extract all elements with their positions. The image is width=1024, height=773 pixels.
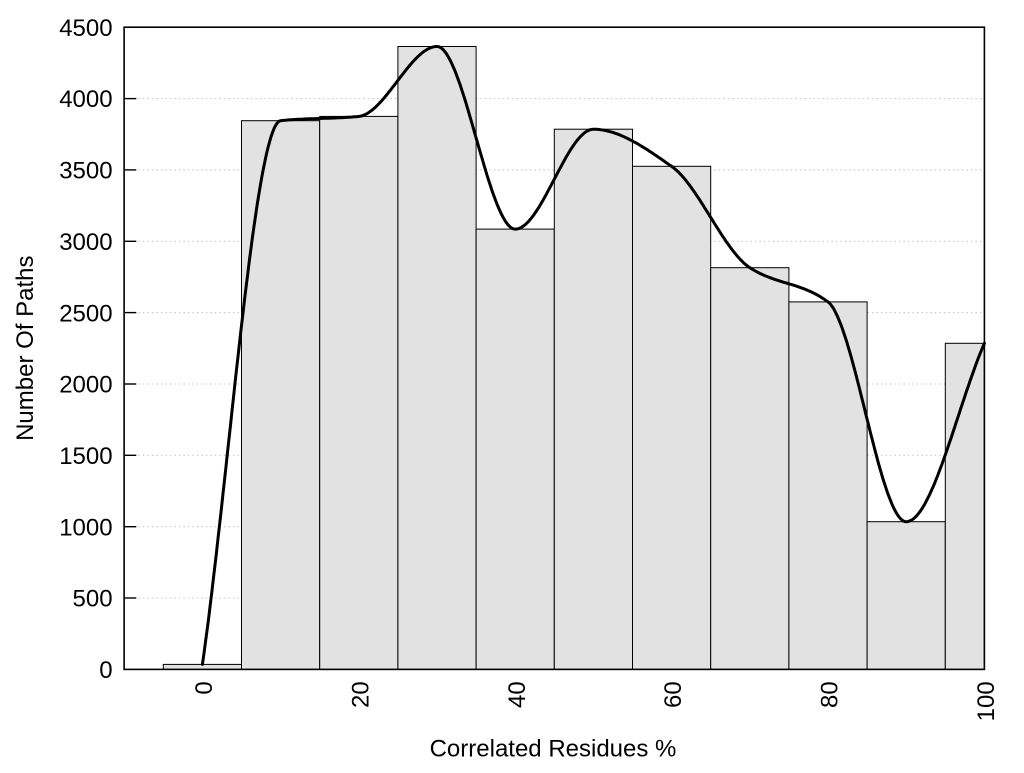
svg-text:60: 60 bbox=[660, 681, 687, 708]
svg-text:4500: 4500 bbox=[59, 15, 112, 42]
svg-text:3000: 3000 bbox=[59, 229, 112, 256]
svg-text:1500: 1500 bbox=[59, 443, 112, 470]
svg-text:4000: 4000 bbox=[59, 86, 112, 113]
svg-text:1000: 1000 bbox=[59, 514, 112, 541]
svg-text:2000: 2000 bbox=[59, 372, 112, 399]
svg-text:0: 0 bbox=[99, 657, 112, 684]
svg-text:100: 100 bbox=[973, 681, 1000, 721]
svg-text:80: 80 bbox=[817, 681, 844, 708]
svg-text:2500: 2500 bbox=[59, 300, 112, 327]
svg-text:500: 500 bbox=[73, 586, 113, 613]
svg-text:3500: 3500 bbox=[59, 158, 112, 185]
svg-text:20: 20 bbox=[347, 681, 374, 708]
svg-text:40: 40 bbox=[504, 681, 531, 708]
svg-text:Number Of Paths: Number Of Paths bbox=[12, 255, 39, 440]
svg-text:0: 0 bbox=[191, 681, 218, 694]
svg-text:Correlated Residues %: Correlated Residues % bbox=[430, 736, 677, 763]
